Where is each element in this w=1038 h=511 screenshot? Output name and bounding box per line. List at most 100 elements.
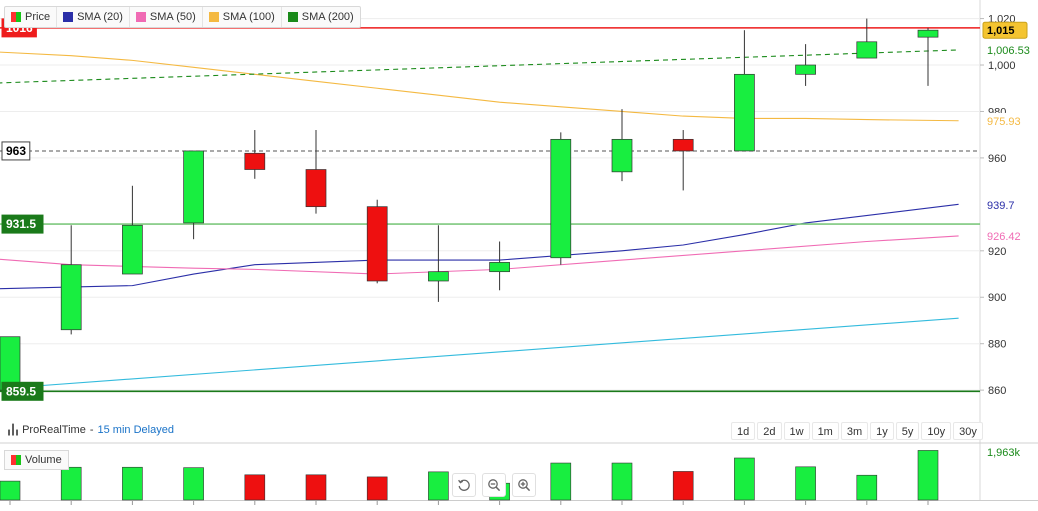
brand-name: ProRealTime	[22, 424, 86, 436]
brand-separator: -	[89, 424, 94, 436]
legend-label-sma-20: SMA (20)	[77, 11, 123, 23]
sma-100-swatch-icon	[208, 12, 219, 22]
sma-line	[0, 235, 959, 275]
candle-body	[672, 138, 694, 152]
legend-item-sma-20[interactable]: SMA (20)	[57, 7, 130, 27]
period-button-30y[interactable]: 30y	[953, 422, 983, 440]
volume-bar	[60, 466, 82, 501]
volume-bar	[428, 471, 449, 501]
legend-item-sma-50[interactable]: SMA (50)	[130, 7, 203, 27]
y-tick-label: 900	[988, 292, 1006, 304]
candle-body	[60, 264, 82, 331]
candlestick-icon: ╻┃╻	[6, 424, 20, 436]
legend-item-price[interactable]: Price	[5, 7, 58, 27]
volume-bar	[244, 474, 266, 501]
sma-line	[0, 317, 959, 390]
candle-body	[917, 29, 939, 38]
candle-body	[122, 224, 143, 275]
period-button-2d[interactable]: 2d	[757, 422, 782, 440]
candle-body	[244, 152, 266, 170]
period-button-1w[interactable]: 1w	[783, 422, 810, 440]
y-tick-label: 1,000	[988, 60, 1016, 72]
axis-value-box	[983, 41, 1038, 58]
volume-bar	[366, 476, 388, 501]
y-tick-label: 860	[988, 385, 1006, 397]
candle-body	[611, 138, 633, 173]
axis-value-box	[983, 227, 1034, 244]
candle-body	[734, 73, 755, 152]
sma-50-swatch-icon	[135, 12, 146, 22]
brand-attribution: ╻┃╻ ProRealTime - 15 min Delayed	[6, 424, 174, 436]
axis-value-label: 975.93	[987, 116, 1021, 128]
legend-item-sma-200[interactable]: SMA (200)	[282, 7, 360, 27]
period-button-1d[interactable]: 1d	[731, 422, 756, 440]
legend-label-sma-50: SMA (50)	[149, 11, 196, 23]
volume-bar	[917, 450, 939, 501]
zoom-in-icon	[518, 479, 531, 492]
zoom-in-button[interactable]	[512, 473, 536, 497]
axis-value-box	[982, 21, 1028, 39]
y-tick-label: 920	[988, 246, 1006, 258]
volume-bar	[550, 462, 572, 501]
volume-bar	[856, 474, 878, 501]
volume-legend[interactable]: Volume	[4, 450, 69, 470]
sma-20-swatch-icon	[63, 12, 74, 22]
volume-legend-label: Volume	[25, 454, 62, 466]
axis-value-label: 1,015	[987, 25, 1015, 37]
sma-200-swatch-icon	[287, 12, 298, 22]
level-label-box	[1, 141, 31, 161]
axis-value-label: 939.7	[987, 200, 1015, 212]
candle-body	[856, 41, 878, 59]
period-button-5y[interactable]: 5y	[895, 422, 920, 440]
level-label: 963	[6, 144, 26, 158]
brand-delay-note: 15 min Delayed	[97, 424, 174, 436]
volume-bar	[122, 466, 143, 501]
volume-bar	[183, 467, 204, 501]
volume-bar	[672, 471, 694, 501]
volume-swatch-icon	[11, 455, 21, 465]
chart-legend: Price SMA (20) SMA (50) SMA (100) SMA (2…	[4, 6, 361, 28]
y-tick-label: 960	[988, 153, 1006, 165]
period-button-1m[interactable]: 1m	[811, 422, 839, 440]
sma-line	[0, 203, 959, 290]
period-button-3m[interactable]: 3m	[840, 422, 869, 440]
candle-body	[489, 262, 510, 273]
legend-label-sma-200: SMA (200)	[301, 11, 354, 23]
zoom-out-button[interactable]	[482, 473, 506, 497]
candle-body	[428, 271, 449, 282]
legend-item-sma-100[interactable]: SMA (100)	[203, 7, 282, 27]
volume-bar	[305, 474, 327, 501]
candle-body	[795, 64, 816, 75]
axis-value-label: 926.42	[987, 231, 1021, 243]
legend-label-sma-100: SMA (100)	[222, 11, 275, 23]
volume-bar	[734, 457, 755, 501]
level-label-box	[1, 381, 44, 401]
volume-bar	[611, 462, 633, 501]
volume-bar	[795, 466, 816, 501]
zoom-controls	[452, 473, 542, 497]
volume-value-label: 1,963k	[987, 447, 1021, 459]
period-button-10y[interactable]: 10y	[921, 422, 952, 440]
volume-bar	[0, 480, 21, 501]
period-button-1y[interactable]: 1y	[870, 422, 894, 440]
reset-icon	[458, 479, 470, 491]
level-label: 859.5	[6, 384, 36, 398]
axis-value-label: 1,006.53	[987, 45, 1030, 57]
axis-value-box	[983, 197, 1027, 214]
sma-line	[0, 49, 959, 84]
price-swatch-icon	[11, 12, 21, 22]
candle-body	[183, 150, 204, 224]
period-selector: 1d 2d 1w 1m 3m 1y 5y 10y 30y	[729, 422, 983, 440]
level-label: 931.5	[6, 217, 36, 231]
candle-body	[366, 206, 388, 282]
reset-zoom-button[interactable]	[452, 473, 476, 497]
level-label-box	[1, 214, 44, 234]
candle-body	[550, 138, 572, 259]
candle-body	[305, 169, 327, 208]
sma-line	[0, 51, 959, 122]
zoom-out-icon	[488, 479, 501, 492]
y-tick-label: 880	[988, 339, 1006, 351]
axis-value-box	[983, 112, 1034, 129]
